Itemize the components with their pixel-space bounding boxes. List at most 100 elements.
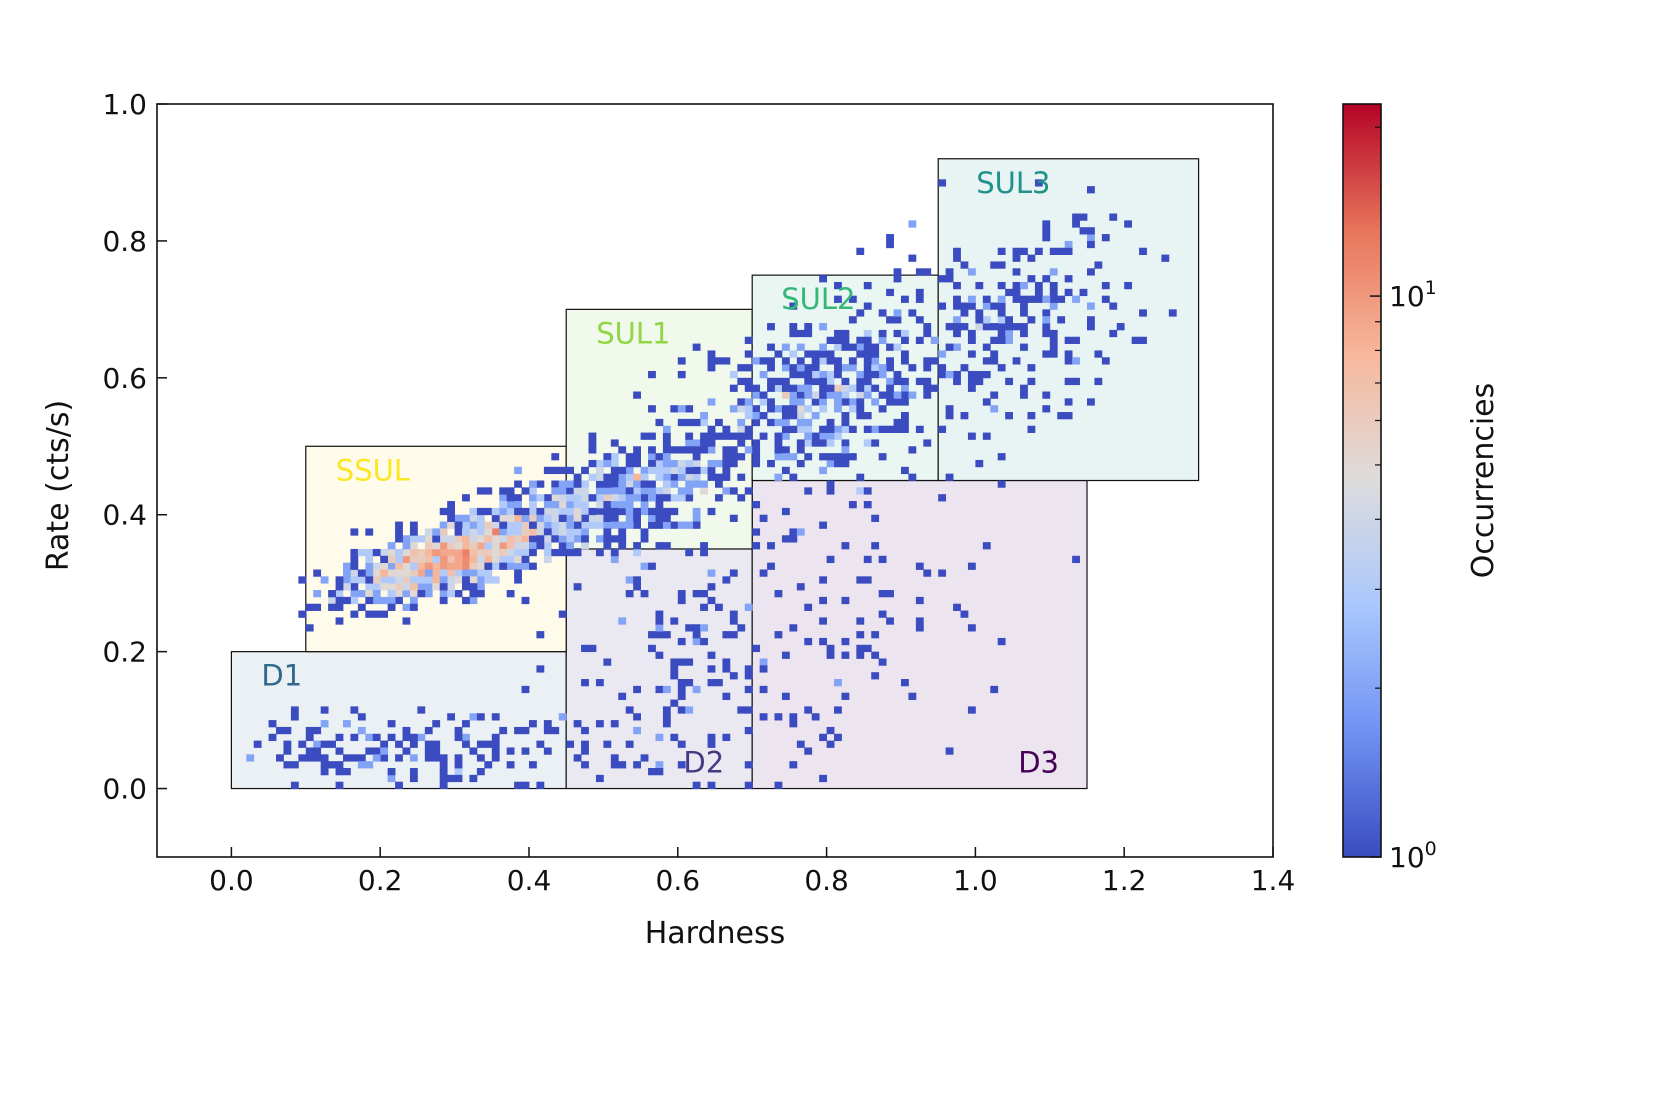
heatmap-bin	[856, 473, 865, 481]
heatmap-bin	[454, 774, 463, 783]
heatmap-bin	[737, 425, 746, 433]
heatmap-bin	[469, 521, 478, 529]
heatmap-bin	[581, 514, 589, 522]
heatmap-bin	[990, 357, 999, 365]
heatmap-bin	[417, 535, 426, 543]
heatmap-bin	[648, 466, 656, 475]
heatmap-bin	[476, 548, 485, 557]
heatmap-bin	[648, 507, 656, 516]
heatmap-bin	[692, 453, 701, 461]
heatmap-bin	[484, 528, 493, 536]
heatmap-bin	[447, 521, 455, 529]
heatmap-bin	[573, 583, 582, 591]
heatmap-bin	[982, 370, 991, 379]
heatmap-bin	[744, 665, 753, 673]
heatmap-bin	[841, 453, 850, 461]
heatmap-bin	[715, 459, 723, 468]
heatmap-bin	[722, 658, 731, 666]
heatmap-bin	[744, 672, 753, 680]
heatmap-bin	[856, 343, 865, 351]
heatmap-bin	[863, 350, 872, 358]
heatmap-bin	[603, 501, 612, 509]
heatmap-bin	[856, 487, 865, 495]
heatmap-bin	[752, 405, 761, 413]
heatmap-bin	[819, 774, 827, 783]
heatmap-bin	[313, 747, 322, 755]
heatmap-bin	[447, 583, 455, 591]
heatmap-bin	[945, 412, 954, 420]
heatmap-bin	[469, 528, 478, 536]
heatmap-bin	[484, 542, 493, 550]
heatmap-bin	[662, 713, 671, 721]
heatmap-bin	[960, 309, 969, 317]
heatmap-bin	[834, 405, 842, 413]
heatmap-bin	[462, 535, 470, 543]
heatmap-bin	[871, 357, 880, 365]
heatmap-bin	[573, 487, 582, 495]
heatmap-bin	[677, 685, 686, 694]
heatmap-bin	[320, 768, 329, 776]
heatmap-bin	[707, 583, 716, 591]
heatmap-bin	[908, 391, 917, 399]
heatmap-bin	[499, 555, 508, 564]
heatmap-bin	[380, 596, 389, 605]
heatmap-bin	[551, 466, 560, 475]
heatmap-bin	[841, 329, 850, 338]
heatmap-bin	[982, 432, 991, 440]
heatmap-bin	[692, 590, 701, 598]
heatmap-bin	[953, 343, 961, 351]
heatmap-bin	[365, 576, 374, 584]
heatmap-bin	[469, 596, 478, 605]
heatmap-bin	[514, 576, 522, 584]
heatmap-bin	[439, 548, 448, 557]
heatmap-bin	[893, 268, 902, 276]
heatmap-bin	[499, 548, 508, 557]
heatmap-bin	[662, 507, 671, 516]
heatmap-bin	[759, 514, 768, 522]
heatmap-bin	[618, 466, 627, 475]
heatmap-bin	[826, 370, 835, 379]
heatmap-bin	[722, 576, 731, 584]
heatmap-bin	[276, 754, 284, 762]
heatmap-bin	[313, 754, 322, 762]
heatmap-bin	[1064, 288, 1073, 297]
heatmap-bin	[439, 768, 448, 776]
heatmap-bin	[343, 768, 351, 776]
heatmap-bin	[447, 555, 455, 564]
heatmap-bin	[648, 480, 656, 488]
heatmap-bin	[506, 501, 515, 509]
heatmap-bin	[298, 610, 307, 618]
heatmap-bin	[424, 740, 433, 748]
heatmap-bin	[1139, 336, 1147, 344]
heatmap-bin	[781, 692, 790, 700]
heatmap-bin	[283, 747, 292, 755]
heatmap-bin	[715, 603, 723, 611]
heatmap-bin	[707, 473, 716, 481]
heatmap-bin	[767, 459, 775, 468]
heatmap-bin	[834, 281, 842, 290]
colorbar-tick-label: 100	[1389, 838, 1437, 874]
heatmap-bin	[648, 453, 656, 461]
heatmap-bin	[290, 761, 299, 769]
heatmap-bin	[707, 507, 716, 516]
heatmap-bin	[781, 391, 790, 399]
heatmap-bin	[908, 446, 917, 454]
heatmap-bin	[603, 740, 612, 748]
heatmap-bin	[529, 501, 537, 509]
heatmap-bin	[1034, 281, 1043, 290]
heatmap-bin	[886, 234, 894, 242]
heatmap-bin	[588, 521, 597, 529]
heatmap-bin	[945, 473, 954, 481]
heatmap-bin	[834, 295, 842, 303]
heatmap-bin	[365, 555, 374, 564]
colorbar-ticks: 100 101	[1370, 126, 1437, 874]
heatmap-bin	[834, 329, 842, 338]
heatmap-bin	[625, 521, 634, 529]
heatmap-bin	[707, 651, 716, 659]
heatmap-bin	[581, 644, 589, 653]
heatmap-bin	[834, 706, 842, 714]
heatmap-bin	[462, 494, 470, 502]
heatmap-bin	[543, 555, 552, 564]
heatmap-bin	[380, 610, 389, 618]
heatmap-bin	[871, 384, 880, 392]
